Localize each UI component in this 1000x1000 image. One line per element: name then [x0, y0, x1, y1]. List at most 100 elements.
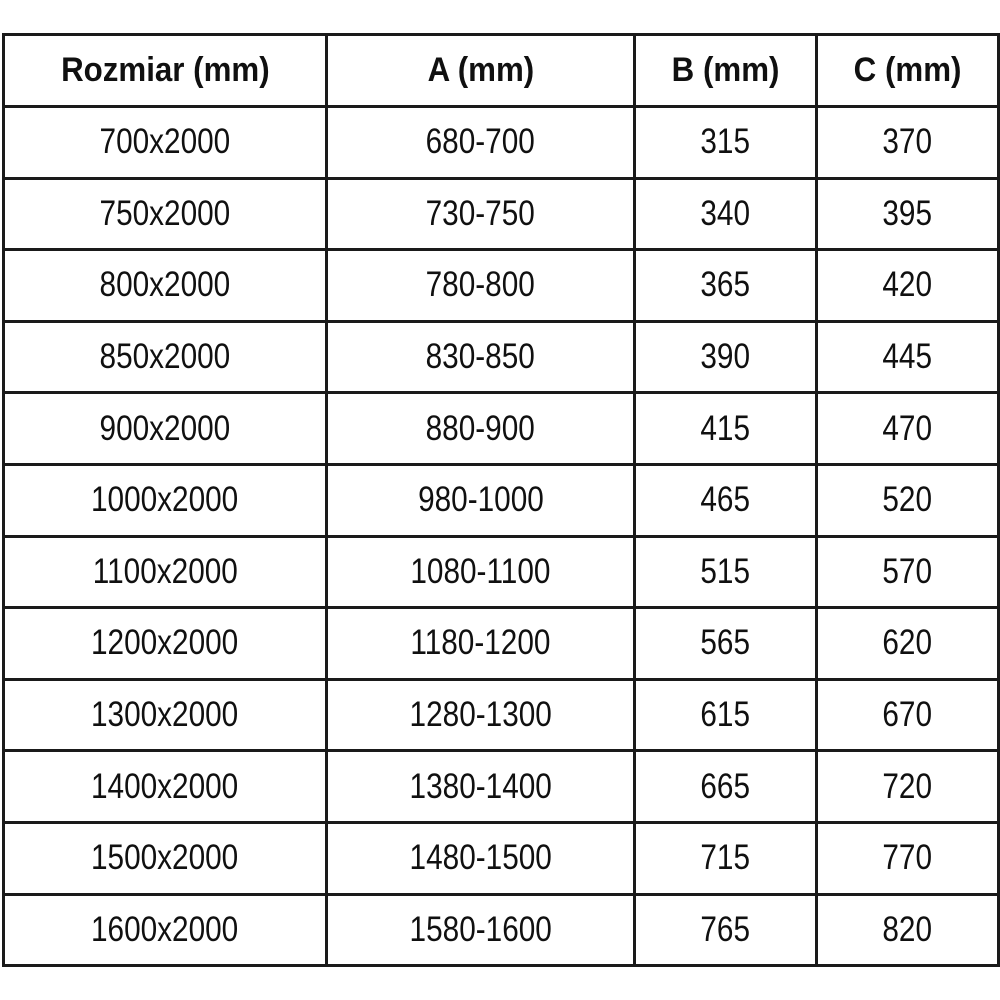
table-cell-value: 1480-1500: [409, 838, 552, 878]
table-cell-value: 1080-1100: [410, 551, 551, 591]
table-cell: 565: [633, 606, 818, 681]
table-cell-value: 830-850: [425, 337, 536, 377]
table-row: 750x2000 730-750 340 395: [2, 176, 1000, 252]
table-cell: 1280-1300: [325, 677, 636, 753]
table-cell-value: 680-700: [425, 122, 536, 162]
table-cell: 820: [815, 892, 1000, 968]
table-row: 1600x2000 1580-1600 765 820: [2, 892, 1000, 968]
table-cell-value: 1380-1400: [409, 766, 552, 806]
table-cell-value: 1600x2000: [91, 909, 239, 949]
table-cell: 780-800: [325, 248, 636, 323]
table-cell-value: 415: [700, 408, 751, 448]
table-cell: 1200x2000: [2, 606, 328, 681]
table-cell: 980-1000: [325, 462, 636, 538]
table-row: 1100x2000 1080-1100 515 570: [2, 534, 1000, 610]
table-row: 1000x2000 980-1000 465 520: [2, 462, 1000, 538]
table-row: 1400x2000 1380-1400 665 720: [2, 749, 1000, 824]
table-cell: 700x2000: [2, 105, 328, 180]
table-cell-value: 780-800: [425, 265, 536, 305]
table-cell-value: 1500x2000: [91, 838, 239, 878]
table-cell: 900x2000: [2, 391, 328, 466]
table-cell-value: 665: [700, 766, 751, 806]
table-cell: 365: [633, 248, 818, 323]
table-body: 700x2000 680-700 315 370 750x2000 730-750 340 3…: [2, 105, 1000, 968]
table-row: 1300x2000 1280-1300 615 670: [2, 677, 1000, 753]
table-cell: 340: [633, 176, 818, 252]
table-cell: 1000x2000: [2, 462, 328, 538]
table-cell-value: 700x2000: [99, 122, 231, 162]
table-cell-value: 390: [700, 337, 751, 377]
table-cell-value: 1280-1300: [409, 695, 552, 735]
table-cell-value: 515: [700, 551, 751, 591]
table-row: 1500x2000 1480-1500 715 770: [2, 820, 1000, 896]
table-cell-value: 730-750: [425, 193, 536, 233]
table-row: 700x2000 680-700 315 370: [2, 105, 1000, 180]
table-cell-value: 765: [700, 909, 751, 949]
table-cell-value: 1180-1200: [410, 623, 551, 663]
table-cell: 730-750: [325, 176, 636, 252]
table-cell: 1480-1500: [325, 820, 636, 896]
column-header-b-label: B (mm): [671, 51, 780, 89]
table-cell-value: 980-1000: [417, 480, 544, 520]
table-cell-value: 715: [700, 838, 751, 878]
table-cell-value: 420: [882, 265, 933, 305]
table-cell-value: 880-900: [425, 408, 536, 448]
table-cell-value: 340: [700, 193, 751, 233]
table-cell: 415: [633, 391, 818, 466]
table-cell-value: 445: [882, 337, 933, 377]
table-cell-value: 565: [700, 623, 751, 663]
table-header: Rozmiar (mm) A (mm) B (mm) C (mm): [2, 33, 1000, 108]
table-cell-value: 520: [882, 480, 933, 520]
table-row: 800x2000 780-800 365 420: [2, 248, 1000, 323]
table-cell: 570: [815, 534, 1000, 610]
table-cell: 315: [633, 105, 818, 180]
table-cell-value: 770: [882, 838, 933, 878]
table-cell: 515: [633, 534, 818, 610]
table-cell: 680-700: [325, 105, 636, 180]
table-cell: 465: [633, 462, 818, 538]
table-cell: 1380-1400: [325, 749, 636, 824]
table-cell-value: 315: [700, 122, 751, 162]
table-cell: 1100x2000: [2, 534, 328, 610]
table-cell-value: 1580-1600: [409, 909, 552, 949]
table-cell-value: 1400x2000: [91, 766, 239, 806]
table-cell: 800x2000: [2, 248, 328, 323]
table-cell-value: 1300x2000: [91, 695, 239, 735]
table-cell: 715: [633, 820, 818, 896]
table-cell: 850x2000: [2, 319, 328, 395]
table-cell-value: 670: [882, 695, 933, 735]
table-cell-value: 615: [700, 695, 751, 735]
table-cell: 1300x2000: [2, 677, 328, 753]
table-cell: 665: [633, 749, 818, 824]
table-cell: 1400x2000: [2, 749, 328, 824]
table-cell: 830-850: [325, 319, 636, 395]
column-header-rozmiar-label: Rozmiar (mm): [60, 51, 270, 89]
table-cell-value: 570: [882, 551, 933, 591]
column-header-rozmiar: Rozmiar (mm): [2, 33, 328, 108]
table-cell-value: 620: [882, 623, 933, 663]
table-cell: 720: [815, 749, 1000, 824]
table-cell-value: 850x2000: [99, 337, 231, 377]
table-cell: 750x2000: [2, 176, 328, 252]
column-header-c-label: C (mm): [853, 51, 962, 89]
table-row: 850x2000 830-850 390 445: [2, 319, 1000, 395]
table-cell-value: 1200x2000: [91, 623, 239, 663]
column-header-a: A (mm): [325, 33, 636, 108]
table-row: 1200x2000 1180-1200 565 620: [2, 606, 1000, 681]
table-cell: 420: [815, 248, 1000, 323]
table-cell-value: 750x2000: [99, 193, 231, 233]
table-cell-value: 900x2000: [99, 408, 231, 448]
table-cell: 470: [815, 391, 1000, 466]
table-cell: 1580-1600: [325, 892, 636, 968]
table-cell: 390: [633, 319, 818, 395]
table-cell: 765: [633, 892, 818, 968]
table-cell-value: 465: [700, 480, 751, 520]
table-cell-value: 820: [882, 909, 933, 949]
table-cell: 395: [815, 176, 1000, 252]
table-cell: 670: [815, 677, 1000, 753]
table-cell: 1500x2000: [2, 820, 328, 896]
column-header-c: C (mm): [815, 33, 1000, 108]
table-cell: 615: [633, 677, 818, 753]
column-header-a-label: A (mm): [427, 51, 534, 89]
